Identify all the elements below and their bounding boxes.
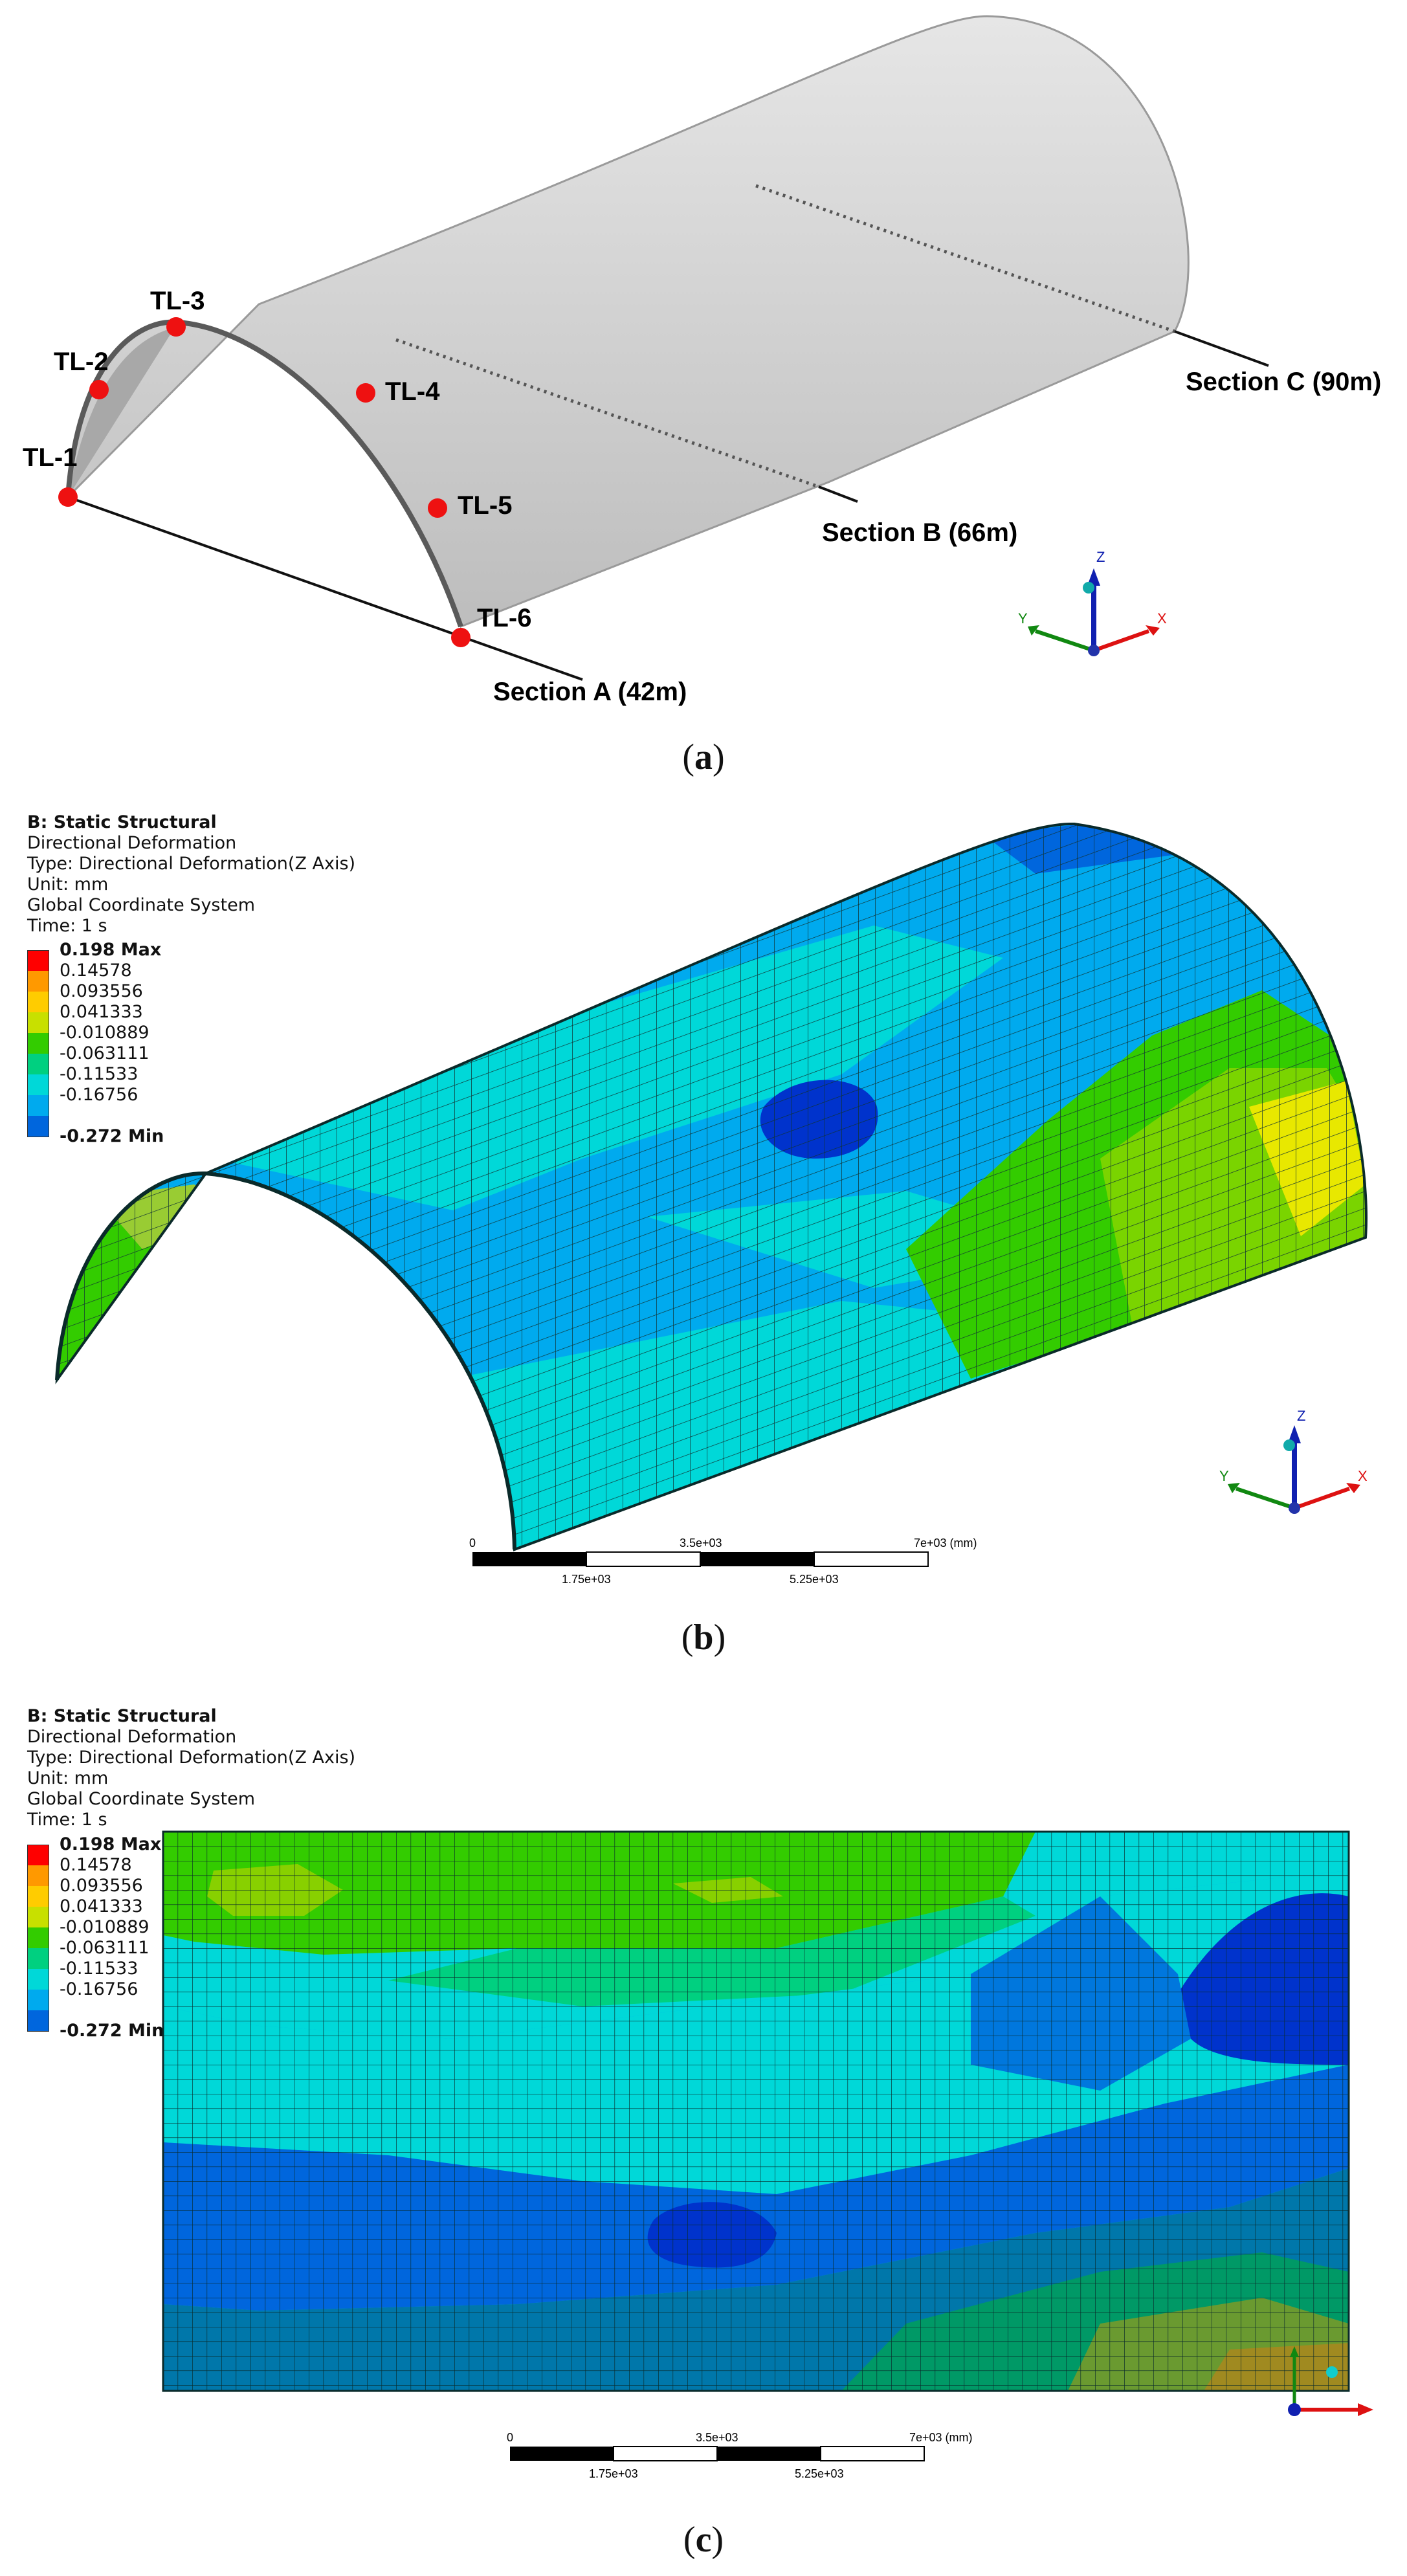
caption-b: (b) xyxy=(681,1617,726,1658)
point-tl-1 xyxy=(58,487,78,507)
label-tl-4: TL-4 xyxy=(385,377,440,406)
svg-text:7e+03 (mm): 7e+03 (mm) xyxy=(914,1537,977,1549)
scale-bar: 0 3.5e+03 7e+03 (mm) 1.75e+03 5.25e+03 xyxy=(507,2431,973,2480)
svg-text:Z: Z xyxy=(1096,549,1105,565)
label-tl-5: TL-5 xyxy=(458,491,512,520)
tunnel-shell xyxy=(67,15,1190,628)
tunnel-geometry-drawing: TL-1 TL-2 TL-3 TL-4 TL-5 TL-6 Section A … xyxy=(23,15,1381,706)
result-info-b: B: Static Structural Directional Deforma… xyxy=(27,812,356,936)
caption-c: (c) xyxy=(683,2520,724,2560)
label-tl-6: TL-6 xyxy=(477,604,531,632)
point-tl-4 xyxy=(356,383,375,403)
axis-triad-icon xyxy=(1288,2346,1373,2416)
axis-triad-icon: Z X Y xyxy=(1219,1408,1368,1514)
label-tl-2: TL-2 xyxy=(54,348,108,376)
svg-text:1.75e+03: 1.75e+03 xyxy=(562,1573,611,1586)
info-title: B: Static Structural xyxy=(27,812,217,832)
svg-text:0: 0 xyxy=(469,1537,476,1549)
scale-bar: 0 3.5e+03 7e+03 (mm) 1.75e+03 5.25e+03 xyxy=(469,1537,977,1586)
label-tl-3: TL-3 xyxy=(150,287,205,315)
svg-text:3.5e+03: 3.5e+03 xyxy=(680,1537,722,1549)
panel-c-deformation-plan: B: Static Structural Directional Deforma… xyxy=(0,1702,1407,2576)
panel-b-deformation-3d: B: Static Structural Directional Deforma… xyxy=(0,796,1407,1702)
label-section-a: Section A (42m) xyxy=(493,678,687,706)
label-tl-1: TL-1 xyxy=(23,443,77,472)
deformation-contour-3d: Z X Y 0 3.5e+03 7e+03 (mm) 1.75e+03 5.25… xyxy=(55,822,1368,1586)
svg-text:7e+03 (mm): 7e+03 (mm) xyxy=(909,2431,973,2444)
panel-a-tunnel-model: TL-1 TL-2 TL-3 TL-4 TL-5 TL-6 Section A … xyxy=(0,0,1407,796)
caption-a: (a) xyxy=(682,737,725,777)
point-tl-6 xyxy=(451,628,471,647)
svg-text:3.5e+03: 3.5e+03 xyxy=(696,2431,738,2444)
svg-text:Y: Y xyxy=(1018,610,1028,627)
svg-text:5.25e+03: 5.25e+03 xyxy=(795,2467,844,2480)
result-info-c: B: Static Structural Directional Deforma… xyxy=(27,1706,356,1830)
svg-text:X: X xyxy=(1157,610,1167,627)
label-section-b: Section B (66m) xyxy=(822,518,1017,547)
point-tl-3 xyxy=(166,317,186,337)
svg-text:5.25e+03: 5.25e+03 xyxy=(790,1573,839,1586)
axis-triad-icon: Z X Y xyxy=(1018,549,1167,656)
section-c-line xyxy=(755,184,1175,333)
svg-text:X: X xyxy=(1358,1468,1368,1484)
point-tl-2 xyxy=(89,380,109,399)
svg-text:1.75e+03: 1.75e+03 xyxy=(589,2467,638,2480)
deformation-contour-plan: 0 3.5e+03 7e+03 (mm) 1.75e+03 5.25e+03 xyxy=(162,1830,1373,2480)
svg-text:0: 0 xyxy=(507,2431,513,2444)
point-tl-5 xyxy=(428,498,447,518)
label-section-c: Section C (90m) xyxy=(1186,368,1381,396)
svg-text:Y: Y xyxy=(1219,1468,1229,1484)
svg-text:Z: Z xyxy=(1297,1408,1305,1424)
